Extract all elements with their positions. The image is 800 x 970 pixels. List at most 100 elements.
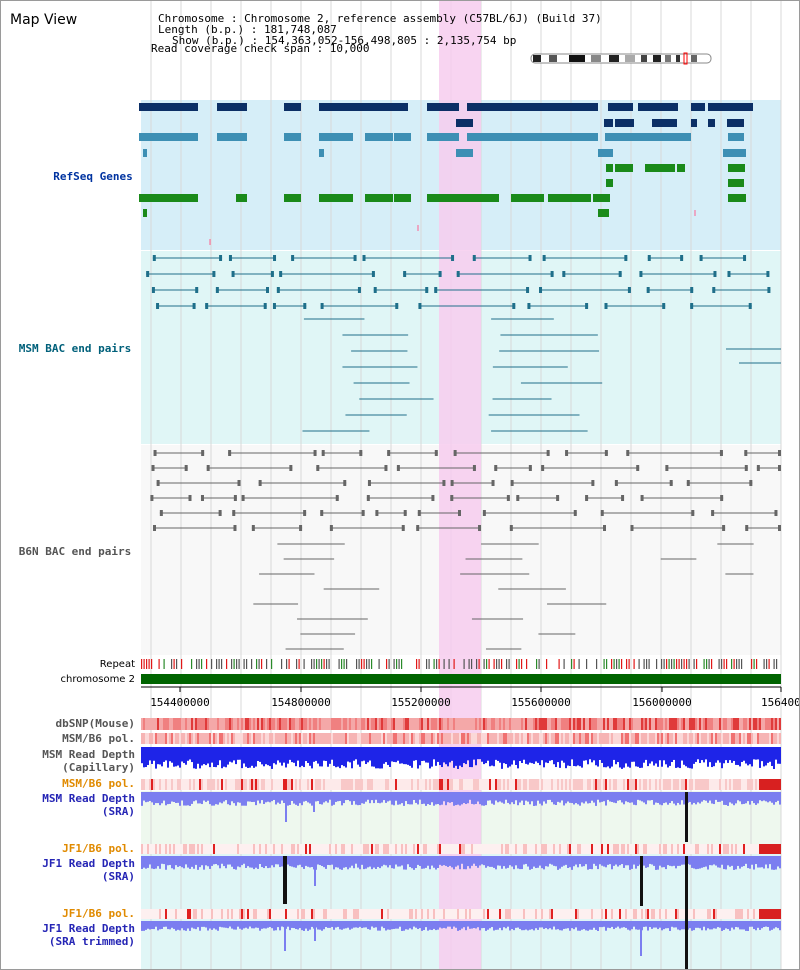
depth-bar [651, 792, 653, 801]
heat-cell [353, 844, 355, 854]
depth-bar [777, 921, 779, 929]
gene-block [143, 209, 147, 217]
bac-end [151, 465, 155, 471]
heat-cell [439, 718, 441, 730]
heat-cell [691, 733, 693, 744]
depth-bar [489, 747, 491, 767]
chromosome-ideogram[interactable] [530, 52, 712, 65]
depth-bar [597, 856, 599, 870]
heat-cell [739, 718, 741, 730]
depth-bar [349, 747, 351, 763]
depth-bar [401, 921, 403, 931]
heat-cell [243, 844, 245, 854]
msm-bac-label[interactable]: MSM BAC end pairs [19, 342, 132, 355]
heat-cell [237, 909, 239, 919]
heat-cell [591, 733, 593, 744]
depth-bar [149, 747, 151, 761]
heat-cell [577, 909, 579, 919]
heat-cell [323, 718, 325, 730]
heat-cell [715, 718, 717, 730]
bac-end [450, 480, 454, 486]
heat-cell [489, 779, 491, 790]
depth-bar [459, 792, 461, 806]
jf1-depth-trim-label[interactable]: JF1 Read Depth [42, 922, 135, 935]
depth-bar [705, 747, 707, 760]
heat-cell [463, 779, 465, 790]
heat-cell [637, 718, 639, 730]
depth-bar [707, 856, 709, 870]
depth-bar [299, 792, 301, 804]
heat-cell [681, 909, 683, 919]
depth-bar [241, 792, 243, 806]
heat-cell [291, 733, 293, 744]
heat-cell [155, 779, 157, 790]
heat-cell [529, 718, 531, 730]
depth-bar [745, 747, 747, 764]
heat-cell [559, 779, 561, 790]
heat-cell [573, 909, 575, 919]
depth-bar [231, 792, 233, 802]
heat-cell [357, 718, 359, 730]
heat-cell [763, 733, 765, 744]
bac-end [527, 303, 531, 309]
heat-cell [165, 733, 167, 744]
msm-depth-capillary-label[interactable]: MSM Read Depth [42, 748, 135, 761]
depth-bar [341, 921, 343, 930]
heat-cell [497, 844, 499, 854]
heat-cell [573, 733, 575, 744]
depth-bar [749, 747, 751, 765]
heat-cell [643, 733, 645, 744]
heat-cell [189, 779, 191, 790]
heat-cell [493, 779, 495, 790]
heat-cell [459, 733, 461, 744]
dbsnp-label[interactable]: dbSNP(Mouse) [56, 717, 135, 730]
heat-cell [517, 844, 519, 854]
heat-cell [255, 718, 257, 730]
depth-bar [349, 856, 351, 868]
heat-cell [337, 779, 339, 790]
heat-cell [367, 779, 369, 790]
depth-bar [335, 856, 337, 868]
heat-cell [779, 733, 781, 744]
refseq-genes-label[interactable]: RefSeq Genes [53, 170, 132, 183]
heat-cell [381, 718, 383, 730]
heat-cell [323, 779, 325, 790]
depth-bar [421, 792, 423, 805]
heat-cell [325, 779, 327, 790]
jf1-depth-sra-label[interactable]: JF1 Read Depth [42, 857, 135, 870]
heat-cell [597, 844, 599, 854]
heat-cell [619, 733, 621, 744]
depth-bar [445, 856, 447, 866]
jf1-b6-pol-label-1[interactable]: JF1/B6 pol. [62, 842, 135, 855]
depth-bar [371, 747, 373, 767]
repeat-mark [633, 659, 635, 669]
depth-bar [419, 747, 421, 766]
heat-cell [359, 844, 361, 854]
jf1-b6-pol-label-2[interactable]: JF1/B6 pol. [62, 907, 135, 920]
msm-b6-pol-label-2[interactable]: MSM/B6 pol. [62, 777, 135, 790]
depth-bar [477, 921, 479, 928]
depth-bar [451, 921, 453, 929]
heat-cell [351, 844, 353, 854]
heat-cell [379, 779, 381, 790]
heat-cell [271, 844, 273, 854]
heat-cell [611, 909, 613, 919]
heat-cell [681, 733, 683, 744]
heat-cell [691, 909, 693, 919]
gene-block [728, 179, 744, 187]
msm-b6-pol-label-1[interactable]: MSM/B6 pol. [62, 732, 135, 745]
heat-cell [233, 733, 235, 744]
track-features[interactable] [139, 103, 781, 970]
depth-bar [197, 747, 199, 764]
heat-cell [411, 844, 413, 854]
depth-bar [165, 856, 167, 870]
depth-bar [219, 921, 221, 927]
bac-end [403, 510, 407, 516]
msm-depth-sra-label[interactable]: MSM Read Depth [42, 792, 135, 805]
heat-cell [343, 844, 345, 854]
depth-bar [199, 747, 201, 769]
heat-cell [415, 909, 417, 919]
b6n-bac-label[interactable]: B6N BAC end pairs [19, 545, 132, 558]
depth-bar [365, 747, 367, 765]
heat-cell [515, 733, 517, 744]
